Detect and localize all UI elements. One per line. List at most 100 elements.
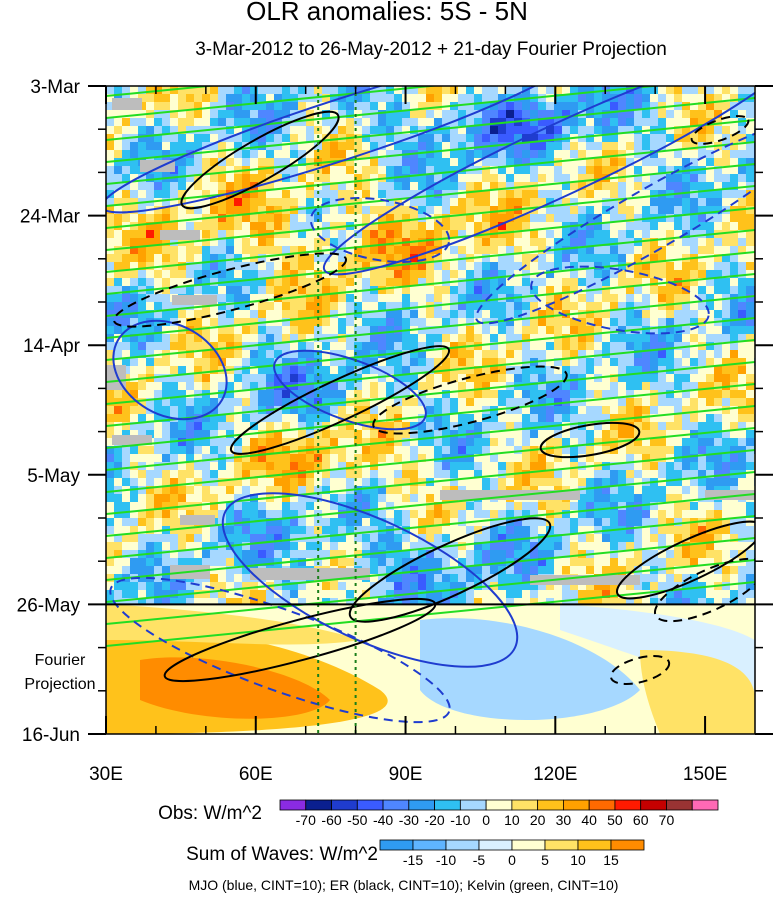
obs-field-cell bbox=[706, 366, 715, 375]
obs-field-cell bbox=[330, 222, 339, 231]
obs-field-cell bbox=[202, 238, 211, 247]
obs-field-cell bbox=[362, 358, 371, 367]
obs-field-cell bbox=[330, 326, 339, 335]
obs-field-cell bbox=[730, 270, 739, 279]
obs-field-cell bbox=[434, 118, 443, 127]
obs-field-cell bbox=[210, 510, 219, 519]
obs-field-cell bbox=[690, 366, 699, 375]
obs-field-cell bbox=[442, 326, 451, 335]
obs-field-cell bbox=[258, 390, 267, 399]
obs-field-cell bbox=[402, 102, 411, 111]
obs-field-cell bbox=[258, 286, 267, 295]
obs-field-cell bbox=[738, 558, 747, 567]
obs-field-cell bbox=[210, 262, 219, 271]
obs-field-cell bbox=[170, 406, 179, 415]
obs-field-cell bbox=[178, 110, 187, 119]
obs-field-cell bbox=[706, 182, 715, 191]
obs-field-cell bbox=[698, 398, 707, 407]
obs-field-cell bbox=[570, 566, 579, 575]
obs-field-cell bbox=[338, 462, 347, 471]
obs-field-cell bbox=[194, 110, 203, 119]
obs-field-cell bbox=[642, 462, 651, 471]
obs-field-cell bbox=[202, 550, 211, 559]
obs-field-cell bbox=[562, 566, 571, 575]
obs-field-cell bbox=[378, 414, 387, 423]
obs-field-cell bbox=[162, 294, 171, 303]
obs-field-cell bbox=[378, 494, 387, 503]
obs-field-cell bbox=[658, 270, 667, 279]
obs-field-cell bbox=[290, 310, 299, 319]
obs-field-cell bbox=[714, 558, 723, 567]
obs-field-cell bbox=[546, 270, 555, 279]
obs-field-cell bbox=[354, 278, 363, 287]
obs-field-cell bbox=[602, 374, 611, 383]
obs-field-cell bbox=[642, 350, 651, 359]
obs-field-cell bbox=[618, 446, 627, 455]
obs-field-cell bbox=[290, 366, 299, 375]
obs-field-cell bbox=[458, 118, 467, 127]
obs-field-cell bbox=[554, 190, 563, 199]
obs-field-cell bbox=[498, 262, 507, 271]
obs-field-cell bbox=[482, 262, 491, 271]
obs-field-cell bbox=[450, 142, 459, 151]
obs-field-cell bbox=[218, 310, 227, 319]
obs-field-cell bbox=[162, 222, 171, 231]
obs-field-cell bbox=[530, 422, 539, 431]
obs-field-cell bbox=[666, 526, 675, 535]
obs-field-cell bbox=[594, 270, 603, 279]
obs-field-cell bbox=[586, 118, 595, 127]
obs-field-cell bbox=[490, 302, 499, 311]
obs-field-cell bbox=[418, 334, 427, 343]
obs-field-cell bbox=[162, 358, 171, 367]
obs-field-cell bbox=[642, 342, 651, 351]
obs-field-cell bbox=[530, 510, 539, 519]
obs-field-cell bbox=[666, 422, 675, 431]
obs-field-cell bbox=[450, 222, 459, 231]
obs-field-cell bbox=[642, 446, 651, 455]
obs-field-cell bbox=[122, 566, 131, 575]
obs-field-cell bbox=[658, 230, 667, 239]
obs-field-cell bbox=[506, 542, 515, 551]
obs-field-cell bbox=[298, 366, 307, 375]
obs-field-cell bbox=[634, 94, 643, 103]
obs-field-cell bbox=[394, 126, 403, 135]
obs-field-cell bbox=[714, 542, 723, 551]
obs-field-cell bbox=[434, 374, 443, 383]
obs-field-cell bbox=[554, 462, 563, 471]
obs-field-cell bbox=[138, 542, 147, 551]
obs-field-cell bbox=[586, 446, 595, 455]
obs-field-cell bbox=[602, 270, 611, 279]
obs-field-cell bbox=[130, 374, 139, 383]
obs-field-cell bbox=[402, 534, 411, 543]
obs-field-cell bbox=[578, 86, 587, 95]
obs-field-cell bbox=[306, 518, 315, 527]
obs-field-cell bbox=[250, 334, 259, 343]
obs-field-cell bbox=[202, 222, 211, 231]
obs-field-cell bbox=[306, 126, 315, 135]
obs-field-cell bbox=[474, 102, 483, 111]
obs-field-cell bbox=[722, 150, 731, 159]
obs-field-cell bbox=[538, 262, 547, 271]
obs-field-cell bbox=[562, 518, 571, 527]
obs-field-cell bbox=[162, 150, 171, 159]
obs-field-cell bbox=[338, 366, 347, 375]
obs-field-cell bbox=[482, 110, 491, 119]
obs-field-cell bbox=[714, 550, 723, 559]
obs-field-cell bbox=[346, 390, 355, 399]
obs-field-cell bbox=[482, 366, 491, 375]
obs-field-cell bbox=[682, 246, 691, 255]
obs-field-cell bbox=[146, 430, 155, 439]
obs-field-cell bbox=[450, 318, 459, 327]
obs-field-cell bbox=[722, 542, 731, 551]
obs-field-cell bbox=[634, 382, 643, 391]
obs-field-cell bbox=[394, 494, 403, 503]
obs-field-cell bbox=[346, 550, 355, 559]
obs-field-cell bbox=[738, 222, 747, 231]
obs-field-cell bbox=[274, 542, 283, 551]
chart-subtitle: 3-Mar-2012 to 26-May-2012 + 21-day Fouri… bbox=[195, 39, 667, 60]
obs-field-cell bbox=[530, 310, 539, 319]
obs-field-cell bbox=[546, 174, 555, 183]
obs-field-cell bbox=[714, 238, 723, 247]
obs-field-cell bbox=[634, 542, 643, 551]
obs-field-cell bbox=[282, 262, 291, 271]
